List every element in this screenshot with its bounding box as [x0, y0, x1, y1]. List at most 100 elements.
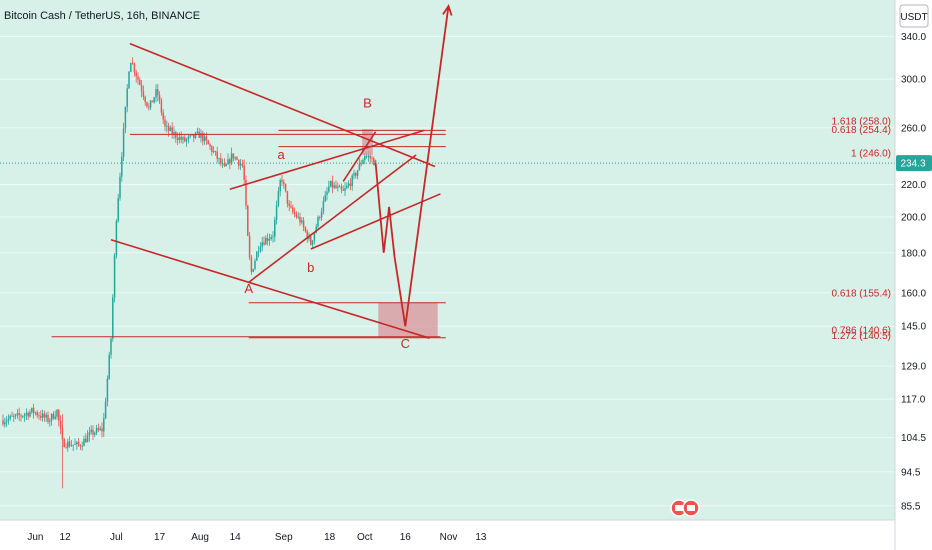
candle-body — [83, 438, 85, 447]
candle-body — [257, 250, 260, 252]
candle-body — [29, 411, 31, 417]
candle-body — [4, 422, 6, 425]
candle-body — [77, 442, 80, 446]
candle-body — [205, 136, 208, 141]
candle-body — [196, 131, 199, 133]
candle-body — [11, 415, 13, 417]
candle-body — [331, 180, 334, 188]
candle-body — [139, 79, 141, 85]
target-zone — [362, 129, 373, 155]
candle-body — [40, 415, 42, 418]
candle-body — [214, 151, 217, 152]
candle-body — [290, 205, 292, 208]
y-tick-label: 160.0 — [901, 288, 926, 299]
candle-body — [277, 191, 280, 206]
candle-body — [36, 412, 38, 416]
candle-body — [189, 135, 191, 137]
trendline — [110, 239, 430, 339]
candle-body — [173, 132, 175, 135]
candle-body — [155, 89, 157, 98]
candle-body — [266, 237, 269, 241]
candle-body — [353, 173, 355, 176]
candle-body — [16, 413, 19, 415]
candle-body — [187, 136, 190, 140]
candle-body — [180, 136, 182, 140]
candle-body — [225, 164, 227, 166]
candle-body — [45, 414, 47, 418]
candle-body — [185, 139, 188, 142]
candle-body — [142, 91, 145, 97]
candle-body — [342, 189, 344, 191]
currency-button[interactable]: USDT — [899, 4, 929, 28]
candle-body — [160, 100, 163, 113]
candle-body — [97, 428, 100, 430]
candle-body — [158, 95, 161, 101]
candle-body — [157, 89, 159, 96]
candle-body — [254, 260, 256, 270]
candle-body — [297, 216, 299, 218]
candle-body — [5, 420, 8, 423]
candle-body — [112, 297, 114, 339]
fib-level-label: 1.272 (140.5) — [832, 331, 892, 342]
candle-body — [162, 112, 164, 120]
events-icon[interactable] — [670, 499, 700, 517]
price-axis-panel — [895, 0, 932, 550]
y-tick-label: 300.0 — [901, 75, 926, 86]
x-tick-label: 14 — [230, 532, 242, 543]
wave-label: A — [244, 281, 253, 296]
candle-body — [306, 231, 308, 240]
candle-body — [164, 119, 166, 127]
candle-body — [207, 140, 209, 145]
candle-body — [41, 413, 44, 418]
candle-body — [238, 159, 240, 166]
candle-body — [38, 415, 40, 417]
candle-body — [68, 441, 71, 447]
candle-body — [328, 186, 330, 192]
candle-body — [113, 255, 116, 298]
candle-body — [49, 420, 51, 422]
x-tick-label: 17 — [154, 532, 166, 543]
fib-level-label: 1.618 (258.0) — [832, 116, 892, 127]
y-tick-label: 340.0 — [901, 32, 926, 43]
candle-body — [362, 160, 364, 164]
candle-body — [203, 136, 206, 142]
candle-body — [94, 432, 96, 435]
x-tick-label: 12 — [60, 532, 72, 543]
fib-level-label: 0.618 (155.4) — [832, 289, 892, 300]
currency-label: USDT — [900, 12, 927, 23]
candle-body — [13, 416, 15, 417]
candle-body — [54, 416, 56, 419]
candle-body — [275, 205, 278, 220]
candle-body — [25, 412, 28, 415]
x-tick-label: Oct — [357, 532, 373, 543]
candle-body — [295, 214, 298, 218]
y-tick-label: 145.0 — [901, 322, 926, 333]
candle-body — [184, 137, 186, 142]
candle-body — [72, 444, 74, 446]
candle-body — [52, 413, 55, 419]
time-axis-ticks: Jun 12 Jul 17 Aug 14 Sep 18 Oct 16 Nov 13 — [27, 532, 487, 543]
candle-body — [104, 401, 107, 419]
candle-body — [95, 428, 98, 433]
projection-path — [374, 3, 453, 327]
candle-body — [178, 136, 181, 141]
candle-body — [279, 180, 281, 192]
candle-body — [263, 242, 265, 245]
candle-body — [293, 211, 296, 215]
candle-body — [176, 137, 179, 141]
candle-body — [247, 205, 249, 236]
candle-body — [56, 409, 58, 417]
candle-body — [299, 216, 301, 223]
candle-body — [135, 72, 137, 77]
candle-body — [304, 227, 307, 232]
candle-body — [236, 157, 238, 160]
candle-body — [322, 201, 325, 212]
candle-body — [58, 409, 60, 421]
candle-body — [79, 445, 82, 447]
trendline — [129, 42, 436, 168]
candle-body — [76, 442, 78, 444]
candle-body — [65, 447, 67, 448]
candle-body — [313, 232, 316, 241]
